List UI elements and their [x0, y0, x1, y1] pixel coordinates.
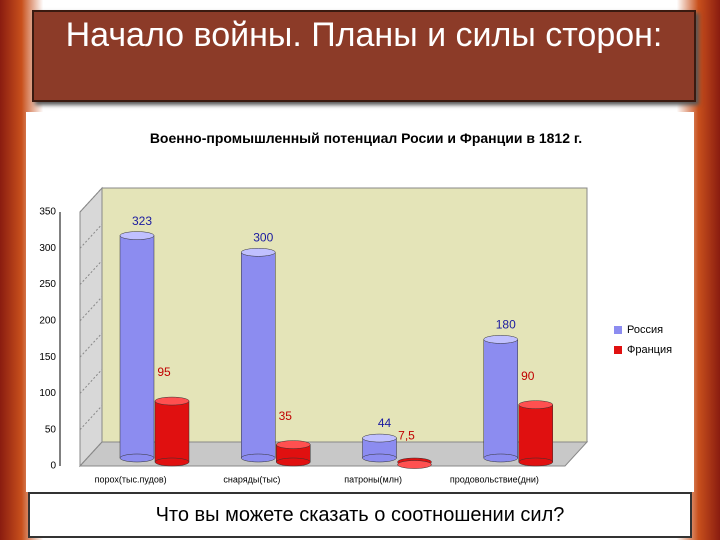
bar-top [276, 440, 311, 449]
value-label: 90 [521, 369, 535, 383]
value-label: 35 [279, 409, 293, 423]
bar-top [483, 335, 518, 344]
bar-bottom [362, 453, 397, 463]
bar-bottom [483, 453, 518, 463]
bar-top [119, 231, 155, 240]
y-tick-label: 0 [50, 461, 56, 472]
legend-label: Франция [627, 344, 672, 356]
bar-bottom [276, 457, 311, 467]
bar-top [362, 433, 397, 443]
value-label: 300 [253, 230, 273, 244]
y-tick-label: 100 [39, 388, 56, 399]
value-label: 7,5 [398, 429, 415, 443]
y-tick-label: 350 [39, 207, 56, 218]
question: Что вы можете сказать о соотношении сил? [28, 492, 692, 538]
bar [154, 400, 190, 463]
y-tick-label: 50 [45, 424, 57, 435]
bar-bottom [241, 453, 276, 463]
bar [119, 235, 155, 459]
x-tick-label: продовольствие(дни) [450, 474, 539, 484]
value-label: 180 [496, 318, 516, 332]
grid-line [79, 405, 103, 431]
legend-swatch [614, 326, 622, 334]
value-label: 95 [157, 365, 171, 379]
grid-line [79, 223, 103, 249]
x-tick-label: патроны(млн) [344, 474, 402, 484]
grid-line [79, 296, 103, 322]
grid-line [79, 441, 103, 467]
x-tick-label: снаряды(тыс) [223, 474, 280, 484]
grid-line [79, 369, 103, 394]
grid-line [79, 260, 103, 285]
y-tick-label: 200 [39, 315, 56, 326]
bar-top [518, 400, 553, 409]
chart-title-box: Военно-промышленный потенциал Росии и Фр… [26, 112, 694, 172]
back-wall [79, 186, 103, 468]
grid-line [79, 332, 103, 358]
value-label: 44 [378, 416, 392, 430]
legend-swatch [614, 346, 622, 354]
bar-top [241, 248, 276, 257]
grid-line [79, 187, 103, 213]
bar-top [397, 460, 432, 469]
legend-label: Россия [627, 324, 663, 336]
y-tick-label: 250 [39, 279, 56, 290]
bar [483, 339, 518, 459]
y-tick-label: 300 [39, 243, 56, 254]
y-tick-label: 150 [39, 352, 56, 363]
chart-title: Военно-промышленный потенциал Росии и Фр… [149, 130, 583, 146]
bar [241, 252, 276, 459]
bar-bottom [119, 453, 155, 463]
bar [518, 404, 553, 463]
bar-bottom [518, 457, 553, 467]
bar-top [154, 396, 190, 406]
value-label: 323 [132, 214, 152, 228]
bar-bottom [154, 457, 190, 467]
x-tick-label: порох(тыс.пудов) [95, 474, 167, 484]
slide-title: Начало войны. Планы и силы сторон: [32, 10, 696, 102]
